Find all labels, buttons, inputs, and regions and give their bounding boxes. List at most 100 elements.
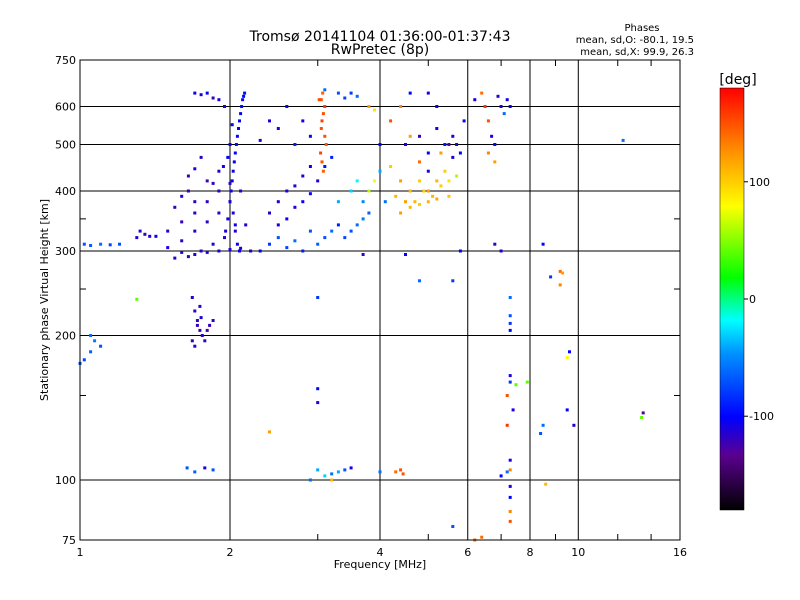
data-point — [195, 319, 199, 322]
data-point — [330, 472, 334, 476]
data-point — [223, 105, 226, 108]
data-point — [316, 387, 320, 391]
data-point — [544, 482, 548, 486]
data-point — [399, 468, 403, 472]
x-tick-label: 6 — [464, 546, 471, 559]
data-point — [89, 350, 93, 354]
data-point — [228, 181, 232, 185]
data-point — [200, 334, 204, 337]
x-tick-label: 4 — [377, 546, 384, 559]
data-points — [78, 88, 645, 542]
data-point — [241, 98, 245, 102]
data-point — [323, 236, 327, 240]
data-point — [511, 408, 515, 412]
data-point — [404, 253, 407, 256]
data-point — [238, 249, 241, 253]
data-point — [135, 297, 139, 301]
data-point — [276, 236, 280, 240]
x-tick-label: 16 — [673, 546, 687, 559]
data-point — [293, 205, 297, 209]
data-point — [316, 468, 320, 472]
data-point — [293, 143, 297, 146]
data-point — [330, 155, 334, 159]
data-point — [480, 91, 484, 95]
data-point — [268, 430, 271, 434]
data-point — [451, 279, 455, 283]
data-point — [205, 91, 209, 95]
data-point — [336, 470, 340, 474]
data-point — [285, 246, 289, 250]
data-point — [349, 229, 353, 233]
data-point — [408, 189, 412, 193]
data-point — [558, 269, 562, 273]
data-point — [285, 105, 289, 108]
data-point — [268, 211, 271, 215]
data-point — [239, 189, 243, 193]
data-point — [268, 119, 271, 123]
data-point — [285, 189, 289, 193]
y-axis-label: Stationary phase Virtual Height [km] — [38, 199, 51, 401]
data-point — [226, 155, 230, 159]
data-point — [343, 468, 347, 472]
data-point — [394, 470, 398, 474]
colorbar — [719, 87, 745, 511]
data-point — [394, 194, 398, 198]
data-point — [373, 179, 376, 183]
data-point — [499, 249, 503, 253]
data-point — [217, 249, 221, 253]
data-point — [343, 96, 347, 100]
data-point — [508, 374, 512, 378]
data-point — [186, 174, 190, 178]
data-point — [541, 423, 545, 427]
data-point — [320, 160, 324, 164]
data-point — [361, 200, 365, 204]
data-point — [508, 510, 512, 513]
colorbar-ticks: 100 0 -100 — [744, 176, 774, 423]
data-point — [408, 205, 412, 209]
data-point — [378, 470, 382, 474]
data-point — [301, 200, 305, 204]
data-point — [355, 223, 359, 227]
y-tick-label: 300 — [55, 245, 76, 258]
data-point — [355, 94, 359, 98]
data-point — [458, 151, 462, 155]
data-point — [276, 127, 280, 130]
y-tick-label: 500 — [55, 139, 76, 152]
data-point — [199, 93, 203, 97]
data-point — [418, 279, 421, 283]
data-point — [203, 466, 207, 470]
data-point — [336, 223, 340, 227]
data-point — [408, 91, 412, 95]
data-point — [508, 458, 512, 462]
data-point — [486, 119, 490, 123]
data-point — [205, 328, 209, 332]
data-point — [82, 358, 86, 362]
data-point — [473, 98, 477, 102]
data-point — [458, 249, 462, 253]
data-point — [336, 91, 340, 95]
x-tick-label: 10 — [571, 546, 585, 559]
x-axis-label: Frequency [MHz] — [334, 558, 426, 571]
data-point — [508, 495, 512, 499]
data-point — [166, 246, 170, 250]
y-tick-label: 200 — [55, 330, 76, 343]
data-point — [143, 232, 147, 236]
data-point — [505, 470, 509, 474]
data-point — [355, 179, 359, 183]
data-point — [208, 323, 212, 327]
data-point — [193, 470, 197, 474]
data-point — [238, 119, 241, 123]
data-point — [211, 468, 215, 472]
data-point — [230, 179, 234, 183]
data-point — [549, 275, 553, 279]
data-point — [228, 248, 232, 252]
data-point — [89, 244, 93, 247]
data-point — [323, 134, 327, 138]
data-point — [367, 211, 371, 215]
phases-o-stats: mean, sd,O: -80.1, 19.5 — [576, 35, 694, 46]
data-point — [99, 242, 103, 246]
data-point — [447, 194, 451, 198]
data-point — [378, 169, 382, 173]
data-point — [399, 105, 403, 108]
data-point — [293, 239, 297, 243]
